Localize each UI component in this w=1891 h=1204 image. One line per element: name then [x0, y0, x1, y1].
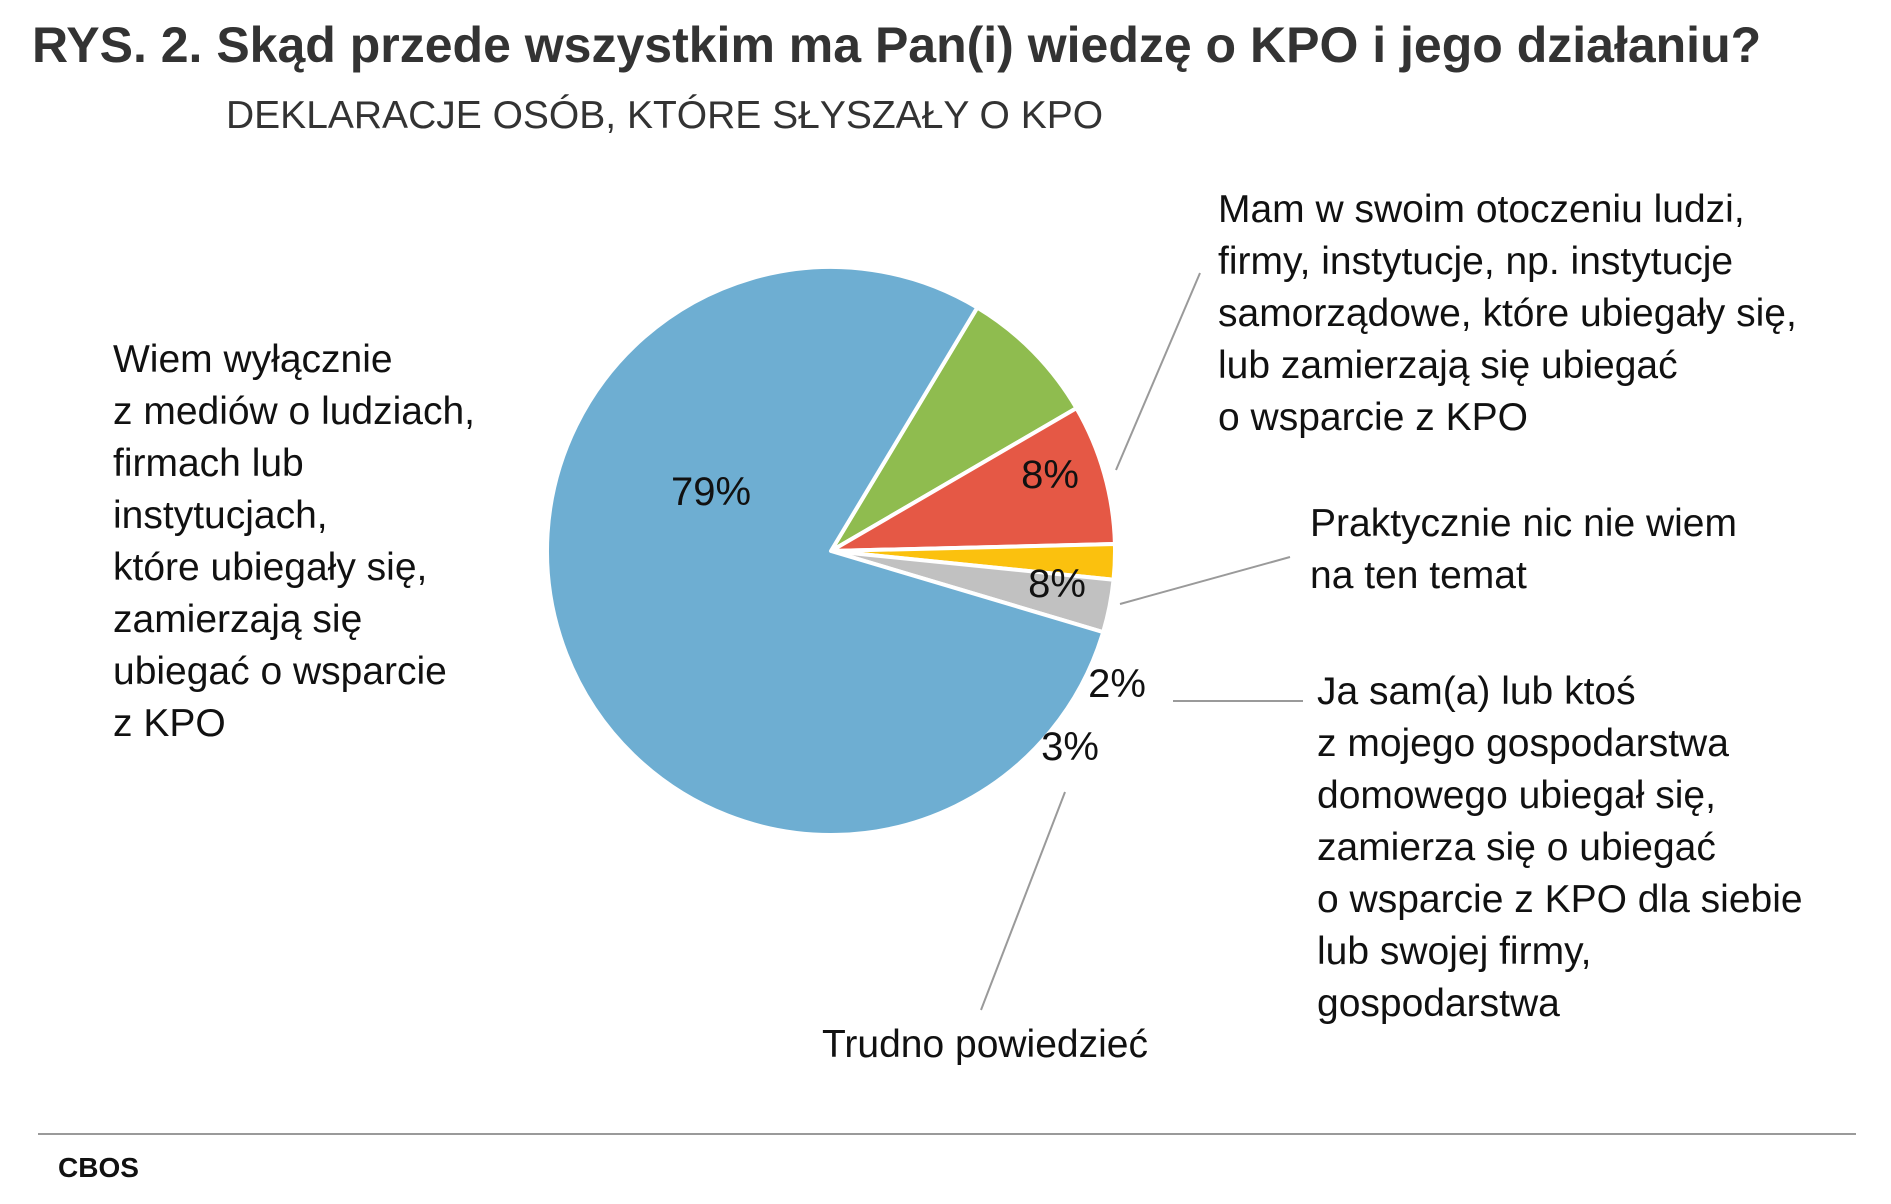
- category-labels: Mam w swoim otoczeniu ludzi, firmy, insty…: [113, 188, 1803, 1066]
- pie-slice-1: [829, 406, 1117, 553]
- category-label-0: Mam w swoim otoczeniu ludzi, firmy, insty…: [1218, 188, 1797, 439]
- category-label-line: o wsparcie z KPO dla siebie: [1317, 878, 1803, 921]
- percent-label-2: 2%: [1088, 662, 1146, 706]
- category-label-line: firmy, instytucje, np. instytucje: [1218, 240, 1733, 283]
- category-label-line: instytucjach,: [113, 494, 328, 537]
- category-label-line: Praktycznie nic nie wiem: [1310, 502, 1737, 545]
- category-label-line: gospodarstwa: [1317, 982, 1560, 1025]
- category-label-line: samorządowe, które ubiegały się,: [1218, 292, 1797, 335]
- category-label-line: zamierza się o ubiegać: [1317, 826, 1716, 869]
- category-label-line: z mojego gospodarstwa: [1317, 722, 1729, 765]
- chart-subtitle: DEKLARACJE OSÓB, KTÓRE SŁYSZAŁY O KPO: [226, 94, 1103, 137]
- pie-slices: [544, 264, 1117, 837]
- category-label-line: lub swojej firmy,: [1317, 930, 1592, 973]
- category-label-4: Wiem wyłącznie z mediów o ludziach, firmac…: [113, 338, 475, 745]
- category-label-line: ubiegać o wsparcie: [113, 650, 447, 693]
- category-label-line: z KPO: [113, 702, 226, 745]
- pie-slice-4: [544, 264, 1106, 837]
- percent-label-1: 8%: [1028, 562, 1086, 606]
- chart-title: RYS. 2. Skąd przede wszystkim ma Pan(i) …: [32, 17, 1761, 73]
- leader-line-3: [980, 791, 1066, 1011]
- category-label-line: Wiem wyłącznie: [113, 338, 393, 381]
- category-label-1: Praktycznie nic nie wiem na ten temat: [1310, 502, 1737, 597]
- source-label: CBOS: [58, 1152, 139, 1183]
- category-label-line: Ja sam(a) lub ktoś: [1317, 670, 1636, 713]
- percent-label-3: 3%: [1041, 725, 1099, 769]
- leader-line-0: [1115, 272, 1201, 471]
- category-label-line: Trudno powiedzieć: [822, 1023, 1148, 1066]
- percent-labels: 8% 8% 2% 3% 79%: [671, 453, 1146, 769]
- category-label-line: o wsparcie z KPO: [1218, 396, 1528, 439]
- category-label-2: Ja sam(a) lub ktoś z mojego gospodarstwa d…: [1317, 670, 1803, 1025]
- category-label-line: na ten temat: [1310, 554, 1527, 597]
- pie-slice-0: [829, 305, 1079, 553]
- leader-lines: [980, 272, 1303, 1011]
- category-label-3: Trudno powiedzieć: [822, 1023, 1148, 1066]
- category-label-line: które ubiegały się,: [113, 546, 427, 589]
- category-label-line: Mam w swoim otoczeniu ludzi,: [1218, 188, 1745, 231]
- category-label-line: z mediów o ludziach,: [113, 390, 475, 433]
- category-label-line: firmach lub: [113, 442, 304, 485]
- category-label-line: lub zamierzają się ubiegać: [1218, 344, 1678, 387]
- category-label-line: domowego ubiegał się,: [1317, 774, 1716, 817]
- leader-line-1: [1119, 556, 1291, 605]
- category-label-line: zamierzają się: [113, 598, 362, 641]
- percent-label-0: 8%: [1021, 453, 1079, 497]
- percent-label-4: 79%: [671, 470, 751, 514]
